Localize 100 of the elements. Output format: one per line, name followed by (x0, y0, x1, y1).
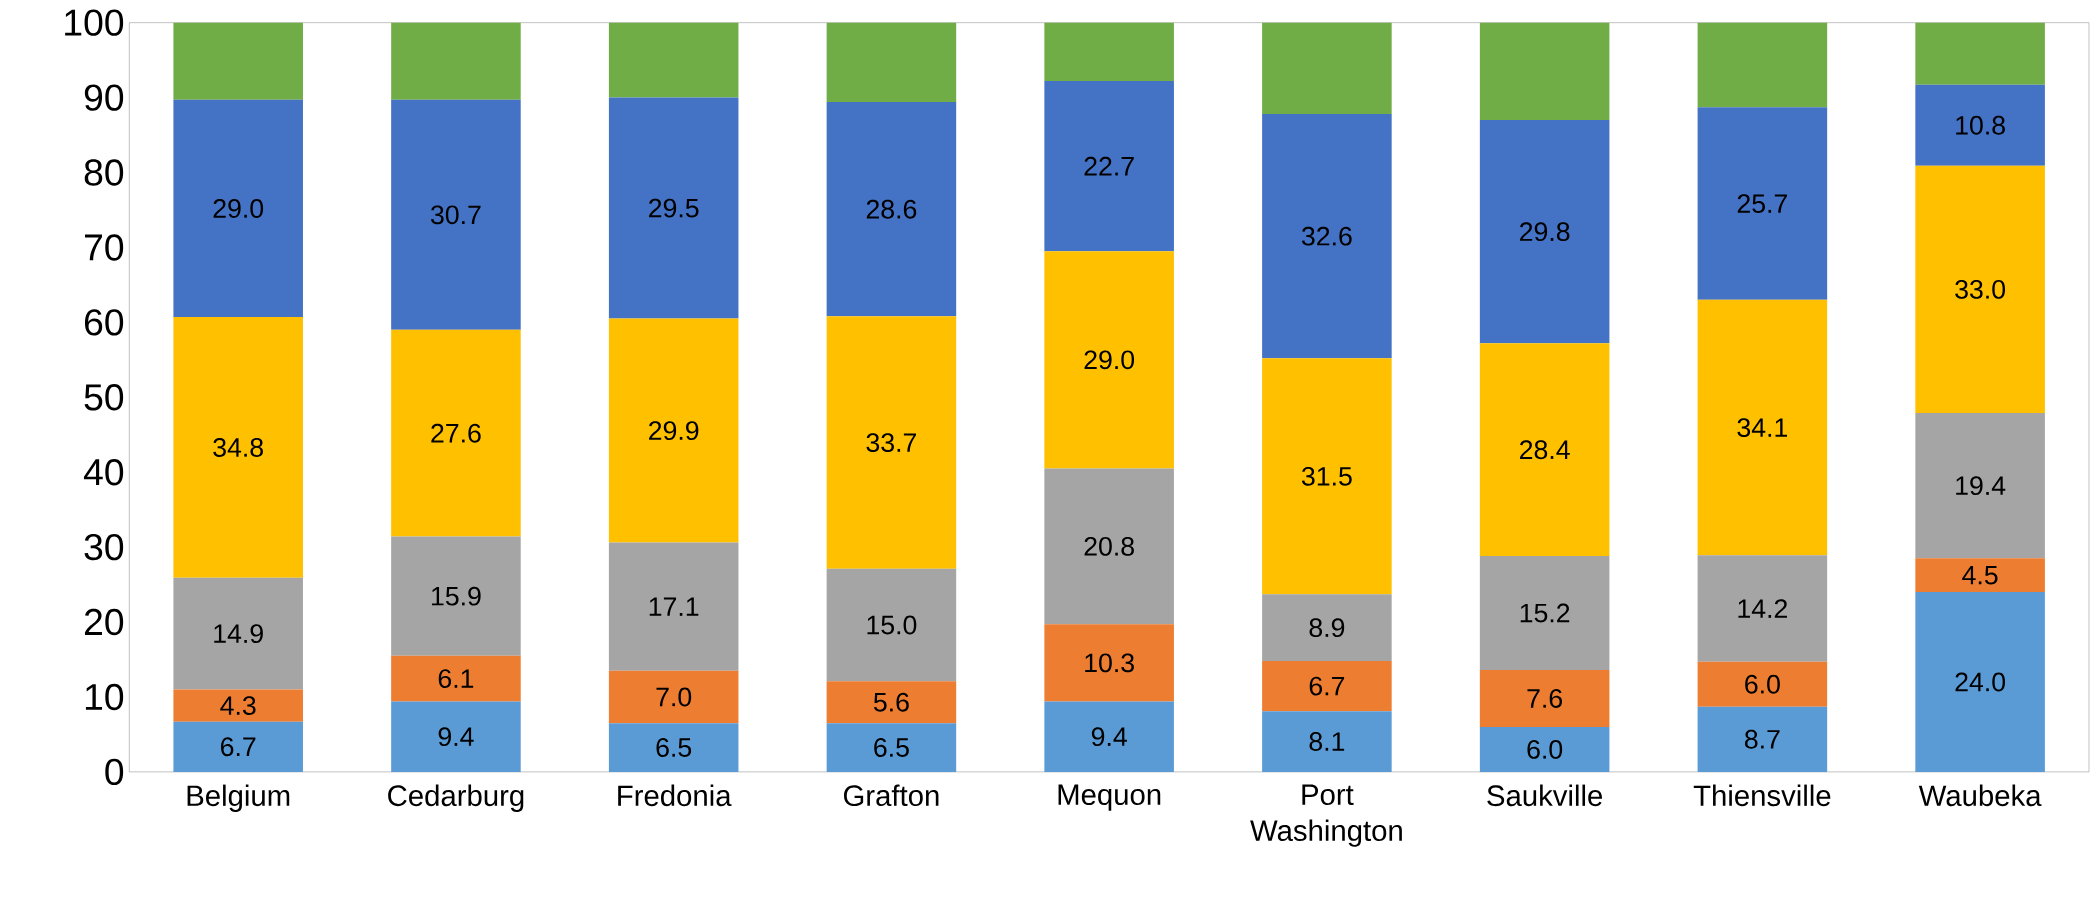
bar (1697, 107, 1828, 300)
bar (1479, 556, 1610, 671)
data-label: 7.6 (1527, 689, 1562, 708)
y-tick-label: 80 (84, 159, 124, 186)
bar (1044, 81, 1174, 252)
bar (608, 670, 739, 724)
bar (173, 689, 303, 722)
bar (1262, 22, 1392, 115)
data-label: 33.0 (1955, 280, 2006, 299)
bar (1262, 358, 1392, 595)
data-label: 6.0 (1527, 740, 1563, 759)
data-label: 34.1 (1737, 418, 1788, 438)
data-label: 27.6 (431, 423, 481, 443)
x-tick-label: Belgium (187, 784, 290, 812)
data-label: 14.2 (1738, 599, 1787, 618)
bar (173, 577, 303, 690)
data-label: 24.0 (1955, 672, 2006, 692)
data-label: 6.0 (1745, 674, 1780, 694)
bar (391, 99, 521, 330)
data-label: 29.0 (1084, 350, 1135, 370)
bar (1044, 251, 1174, 469)
bar (1044, 701, 1174, 772)
bar (391, 655, 521, 702)
data-label: 25.7 (1737, 194, 1787, 214)
data-label: 10.3 (1085, 653, 1134, 673)
x-tick-label: Saukville (1487, 784, 1602, 807)
bar (608, 542, 739, 671)
bar (1697, 555, 1828, 662)
data-label: 14.9 (214, 624, 263, 644)
bar (173, 721, 303, 772)
data-label: 5.6 (873, 692, 909, 712)
bar (1044, 468, 1174, 625)
data-label: 6.5 (874, 738, 909, 758)
data-label: 28.4 (1520, 440, 1570, 460)
data-label: 9.4 (438, 727, 474, 747)
bar (1915, 22, 2045, 85)
x-tick-label: Cedarburg (388, 784, 524, 812)
data-label: 28.6 (866, 199, 917, 219)
y-tick-label: 100 (65, 9, 124, 36)
x-tick-label: Port Washington (1250, 784, 1402, 847)
bar (1479, 22, 1610, 121)
bar (1697, 299, 1828, 556)
bar (1479, 120, 1610, 344)
data-label: 4.5 (1962, 565, 1998, 585)
bar (608, 723, 739, 772)
data-label: 6.7 (1309, 676, 1345, 696)
bar (826, 102, 957, 317)
bar (1915, 592, 2045, 772)
bar (391, 22, 521, 100)
data-label: 15.0 (867, 615, 917, 635)
data-label: 31.5 (1301, 466, 1352, 486)
bar (826, 568, 957, 682)
bar (173, 99, 303, 318)
bar (826, 681, 957, 724)
bar (1915, 413, 2045, 559)
bar (1262, 594, 1392, 662)
data-label: 29.9 (649, 421, 699, 441)
y-tick-label: 40 (83, 459, 124, 486)
data-label: 22.7 (1084, 156, 1134, 176)
y-tick-label: 10 (85, 683, 124, 711)
bar (391, 329, 521, 537)
x-tick-label: Mequon (1058, 784, 1161, 811)
bar (826, 723, 957, 772)
data-label: 6.7 (221, 737, 256, 757)
data-label: 20.8 (1084, 537, 1134, 556)
bar (1915, 84, 2045, 166)
data-label: 8.9 (1309, 618, 1345, 638)
data-label: 15.2 (1520, 603, 1570, 623)
y-tick-label: 50 (84, 384, 124, 411)
bar (1044, 22, 1174, 82)
bar (1479, 670, 1610, 727)
data-label: 6.1 (438, 669, 474, 689)
data-label: 6.5 (656, 738, 692, 758)
bar (608, 97, 739, 319)
bar (1697, 661, 1828, 707)
bar (1044, 624, 1174, 702)
data-label: 33.7 (866, 433, 917, 453)
bar (1697, 706, 1828, 772)
bar (391, 536, 521, 656)
bar (1479, 726, 1610, 772)
y-tick-label: 90 (84, 84, 124, 111)
bar (1262, 711, 1392, 772)
bar (173, 317, 303, 578)
bar (1915, 558, 2045, 593)
bar (1262, 661, 1392, 712)
data-label: 29.8 (1520, 222, 1570, 242)
data-label: 10.8 (1956, 115, 2005, 135)
bar (1697, 22, 1828, 108)
data-label: 8.1 (1309, 732, 1345, 752)
bar (1915, 165, 2045, 414)
data-label: 17.1 (649, 597, 699, 616)
data-label: 7.0 (656, 687, 692, 707)
x-tick-label: Grafton (843, 784, 939, 807)
bar (1479, 343, 1610, 557)
x-tick-label: Waubeka (1918, 784, 2042, 807)
data-label: 30.7 (431, 205, 481, 225)
y-tick-label: 0 (105, 758, 124, 786)
data-label: 15.9 (432, 586, 481, 606)
bar (826, 22, 957, 103)
data-label: 32.6 (1301, 226, 1352, 246)
